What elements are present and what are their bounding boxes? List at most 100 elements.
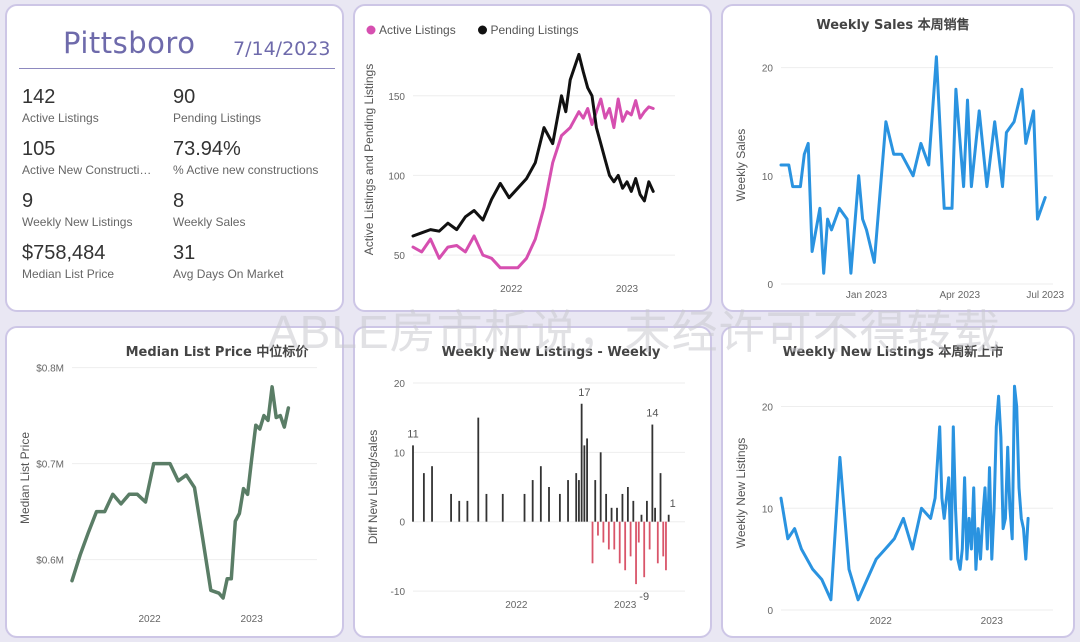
bar [466,500,469,522]
kpi-label: Active Listings [22,111,99,125]
bar [523,493,526,522]
y-tick-label: 150 [388,92,405,103]
y-tick-label: 0 [767,606,773,617]
bar [651,424,654,522]
bar [597,521,599,536]
kpi-label: Weekly Sales [173,215,246,229]
x-tick-label: 2022 [505,600,528,611]
kpi-median-list-price: $758,484 Median List Price [22,242,172,282]
city-title: Pittsboro [63,26,196,60]
weekly-sales-chart: Weekly Sales 本周销售 Weekly Sales 0 10 20 Jan 20… [734,17,1065,301]
bar [618,521,621,564]
bar [422,473,425,522]
report-date: 7/14/2023 [233,38,331,60]
weekly-sales-chart-card: Weekly Sales 本周销售 Weekly Sales 0 10 20 Jan 20… [721,4,1075,312]
kpi-active-new-constructions: 105 Active New Constructions [22,138,158,178]
series-line-pending-listings [411,52,655,238]
listings-chart: Active Listings and Pending Listings 50 10… [362,23,675,295]
summary-card: Pittsboro 7/14/2023 142 Active Listings … [5,4,344,312]
bar [567,480,569,522]
data-label: 17 [578,387,590,399]
bar [656,521,659,564]
bar [665,521,667,571]
kpi-value: 73.94% [173,138,241,160]
chart-title: Weekly New Listings - Weekly [442,345,661,360]
weekly-new-listings-chart: Weekly New Listings 本周新上市 Weekly New List… [734,344,1053,627]
diff-new-listings-chart: Weekly New Listings - Weekly Diff New Lis… [366,345,685,611]
x-tick-label: 2022 [138,614,161,625]
kpi-label: Pending Listings [173,111,262,125]
y-tick-label: 0 [399,518,405,529]
kpi-value: 9 [22,190,34,212]
chart-title: Weekly New Listings 本周新上市 [783,344,1004,360]
bar [635,521,637,585]
y-tick-label: -10 [391,587,406,598]
bar [640,514,643,522]
bar [578,480,580,522]
kpi-value: 8 [173,190,185,212]
kpi-label: Avg Days On Market [173,267,284,281]
data-label: 14 [646,408,658,420]
bar [431,466,433,522]
median-price-chart-card: Median List Price 中位标价 Median List Price $… [5,326,344,638]
y-axis-label: Active Listings and Pending Listings [362,64,376,255]
kpi-label: % Active new constructions [173,163,319,177]
kpi-label: Active New Constructions [22,163,158,177]
bar [531,480,534,522]
y-axis-label: Diff New Listing/sales [366,430,380,545]
y-tick-label: 10 [762,172,774,183]
bar [646,500,648,522]
y-tick-label: 100 [388,171,405,182]
kpi-weekly-sales: 8 Weekly Sales [173,190,323,230]
bar [659,473,662,522]
bar [539,466,542,522]
y-tick-label: $0.6M [36,556,64,567]
chart-title: Median List Price 中位标价 [126,344,310,360]
bar [412,445,414,522]
bar [629,521,632,557]
legend-marker [366,25,376,35]
data-label: 11 [407,428,418,440]
bar [637,521,640,543]
x-tick-label: 2023 [616,284,639,295]
bar [607,521,610,550]
bar [621,493,624,522]
listings-chart-card: Active Listings and Pending Listings 50 10… [353,4,712,312]
x-tick-label: Apr 2023 [939,290,980,301]
bar [613,521,616,550]
diff-chart-card: Weekly New Listings - Weekly Diff New Lis… [353,326,712,638]
x-tick-label: 2023 [241,614,264,625]
y-tick-label: $0.7M [36,460,64,471]
series-line-weekly-new-listings [779,384,1030,602]
bar [575,473,578,522]
y-tick-label: 50 [394,251,406,262]
bar [654,507,656,522]
bar [667,514,670,522]
bar [477,417,480,522]
kpi-value: $758,484 [22,242,106,264]
x-tick-label: 2023 [981,616,1004,627]
series-line-weekly-sales [779,55,1047,275]
bar [485,493,488,522]
kpi-label: Median List Price [22,267,115,281]
kpi-value: 105 [22,138,56,160]
legend-marker [478,25,487,35]
y-tick-label: 10 [762,504,774,515]
legend-label: Active Listings [379,23,456,37]
y-tick-label: $0.8M [36,364,64,375]
kpi-weekly-new-listings: 9 Weekly New Listings [22,190,172,230]
title-divider [19,68,335,69]
y-axis-label: Weekly New Listings [734,438,748,548]
bar [610,507,613,522]
median-price-chart: Median List Price 中位标价 Median List Price $… [18,344,317,625]
series-line-active-listings [411,97,655,270]
bar [580,403,583,522]
y-axis-label: Median List Price [18,432,32,524]
kpi-value: 142 [22,86,56,108]
legend-label: Pending Listings [491,23,579,37]
y-axis-label: Weekly Sales [734,129,748,201]
y-tick-label: 20 [394,379,406,390]
bar [583,445,586,522]
bar [616,507,618,522]
bar [632,500,635,522]
